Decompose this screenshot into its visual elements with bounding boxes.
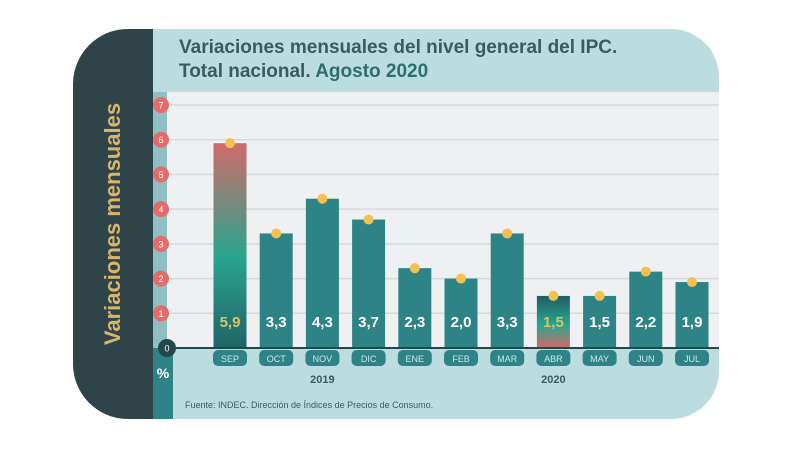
value-label: 1,5 (543, 314, 564, 331)
chart-svg: 0 1 2 3 4 5 6 7 5,9 SEP 3,3 OCT 4,3 NOV 3,7 DIC 2,3 ENE 2,… (153, 97, 719, 386)
bar-marker (594, 290, 605, 301)
category-tab (351, 350, 386, 366)
value-label: 3,3 (266, 314, 287, 331)
y-tick-badge (153, 97, 169, 113)
category-label: SEP (221, 354, 239, 364)
y-tick-label: 2 (158, 274, 163, 284)
category-label: ABR (544, 354, 563, 364)
bar-marker (225, 138, 235, 149)
source-note: Fuente: INDEC. Dirección de Índices de P… (185, 400, 434, 410)
bar-ene (398, 268, 432, 348)
y-tick-label: 3 (158, 239, 163, 249)
value-label: 3,3 (497, 314, 518, 331)
category-label: ENE (406, 354, 425, 364)
category-label: NOV (313, 354, 333, 364)
bar-marker (502, 228, 513, 239)
bar-marker (640, 266, 651, 277)
y-tick-label: 6 (158, 135, 163, 145)
value-label: 1,9 (682, 314, 703, 331)
y-tick-badge (153, 131, 169, 148)
y-unit-label: % (156, 365, 170, 381)
y-tick-label: 1 (158, 309, 163, 319)
value-label: 4,3 (312, 314, 333, 331)
category-label: MAR (497, 354, 518, 364)
category-tab (259, 350, 294, 366)
y-tick-badge (153, 305, 169, 322)
bar-marker (687, 277, 697, 288)
category-label: OCT (267, 354, 287, 364)
value-label: 2,0 (451, 314, 472, 331)
y-tick-label: 7 (158, 101, 163, 111)
y-tick-label: 5 (158, 170, 163, 180)
category-tab (397, 350, 432, 366)
unit-band (153, 348, 173, 419)
bar-marker (456, 273, 466, 284)
bar-abr (536, 295, 570, 348)
bar-marker (363, 214, 374, 225)
y-tick-badge (153, 235, 169, 252)
y-label-band: Variaciones mensuales (73, 29, 153, 419)
category-tab (628, 350, 663, 366)
category-tab (490, 350, 525, 366)
y-tick-badge (153, 270, 169, 287)
category-label: MAY (590, 354, 609, 364)
plot-area (167, 92, 719, 348)
title-line-1: Variaciones mensuales del nivel general … (179, 37, 618, 58)
chart-title: Variaciones mensuales del nivel general … (179, 36, 617, 84)
y-tick-badge (153, 201, 169, 218)
category-tab (675, 350, 709, 366)
category-label: DIC (361, 354, 377, 364)
value-label: 3,7 (358, 314, 379, 331)
category-label: FEB (452, 354, 470, 364)
bar-may (583, 295, 617, 348)
category-label: JUL (684, 354, 700, 364)
bar-feb (444, 278, 478, 348)
bar-marker (317, 193, 328, 204)
value-label: 2,3 (404, 314, 425, 331)
bar-marker (271, 228, 282, 239)
y-tick-badge (153, 166, 169, 183)
value-label: 1,5 (589, 314, 610, 331)
bar-jun (629, 271, 663, 348)
subtitle-prefix: Total nacional. (179, 61, 311, 82)
bar-mar (490, 233, 524, 348)
y-tick-badge (158, 339, 176, 357)
category-tab (536, 350, 571, 366)
chart-card: Variaciones mensuales Variaciones mensua… (73, 29, 719, 419)
bar-marker (409, 263, 420, 274)
bar-nov (305, 198, 339, 348)
y-tick-label: 4 (158, 205, 163, 215)
bar-jul (675, 282, 709, 348)
year-label: 2020 (541, 374, 565, 386)
bar-sep (213, 143, 247, 348)
category-tab (305, 350, 340, 366)
year-label: 2019 (310, 374, 334, 386)
bar-dic (352, 219, 386, 348)
title-line-2: Total nacional. Agosto 2020 (179, 60, 617, 84)
category-tab (582, 350, 617, 366)
bar-oct (259, 233, 293, 348)
subtitle-highlight: Agosto 2020 (315, 61, 429, 82)
y-tick-label: 0 (164, 344, 169, 354)
category-tab (444, 350, 478, 366)
value-label: 2,2 (635, 314, 656, 331)
category-label: JUN (637, 354, 655, 364)
category-tab (213, 350, 247, 366)
value-label: 5,9 (220, 314, 241, 331)
bar-marker (548, 290, 559, 301)
